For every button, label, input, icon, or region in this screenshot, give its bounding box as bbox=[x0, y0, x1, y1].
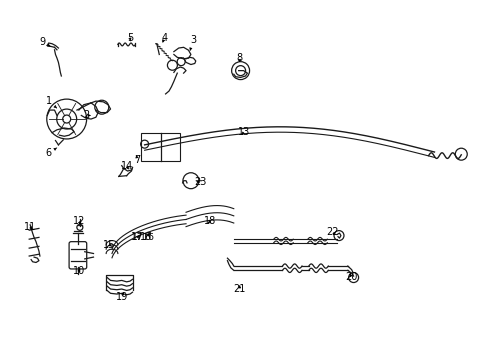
Text: 10: 10 bbox=[73, 266, 85, 276]
Text: 12: 12 bbox=[73, 216, 85, 226]
Text: 19: 19 bbox=[115, 292, 127, 302]
Text: 3: 3 bbox=[189, 35, 196, 51]
Text: 11: 11 bbox=[24, 222, 36, 231]
Text: 14: 14 bbox=[120, 161, 132, 171]
Text: 20: 20 bbox=[345, 272, 357, 282]
Text: 16: 16 bbox=[140, 232, 152, 242]
Text: 1716: 1716 bbox=[131, 233, 154, 242]
Text: 13: 13 bbox=[238, 127, 250, 136]
Text: 18: 18 bbox=[204, 216, 216, 226]
Text: 7: 7 bbox=[134, 155, 140, 165]
Text: 5: 5 bbox=[127, 33, 133, 43]
Text: 21: 21 bbox=[233, 284, 245, 294]
Text: 8: 8 bbox=[236, 53, 242, 63]
Text: 15: 15 bbox=[102, 239, 115, 249]
Bar bbox=[141, 134, 180, 161]
Text: 2: 2 bbox=[83, 111, 90, 121]
Text: 9: 9 bbox=[39, 37, 50, 47]
Text: 4: 4 bbox=[161, 33, 167, 43]
Text: 17: 17 bbox=[131, 232, 143, 242]
Text: 22: 22 bbox=[325, 227, 338, 237]
Text: 6: 6 bbox=[45, 148, 57, 158]
Text: 1: 1 bbox=[45, 96, 57, 108]
Text: 23: 23 bbox=[194, 177, 206, 187]
